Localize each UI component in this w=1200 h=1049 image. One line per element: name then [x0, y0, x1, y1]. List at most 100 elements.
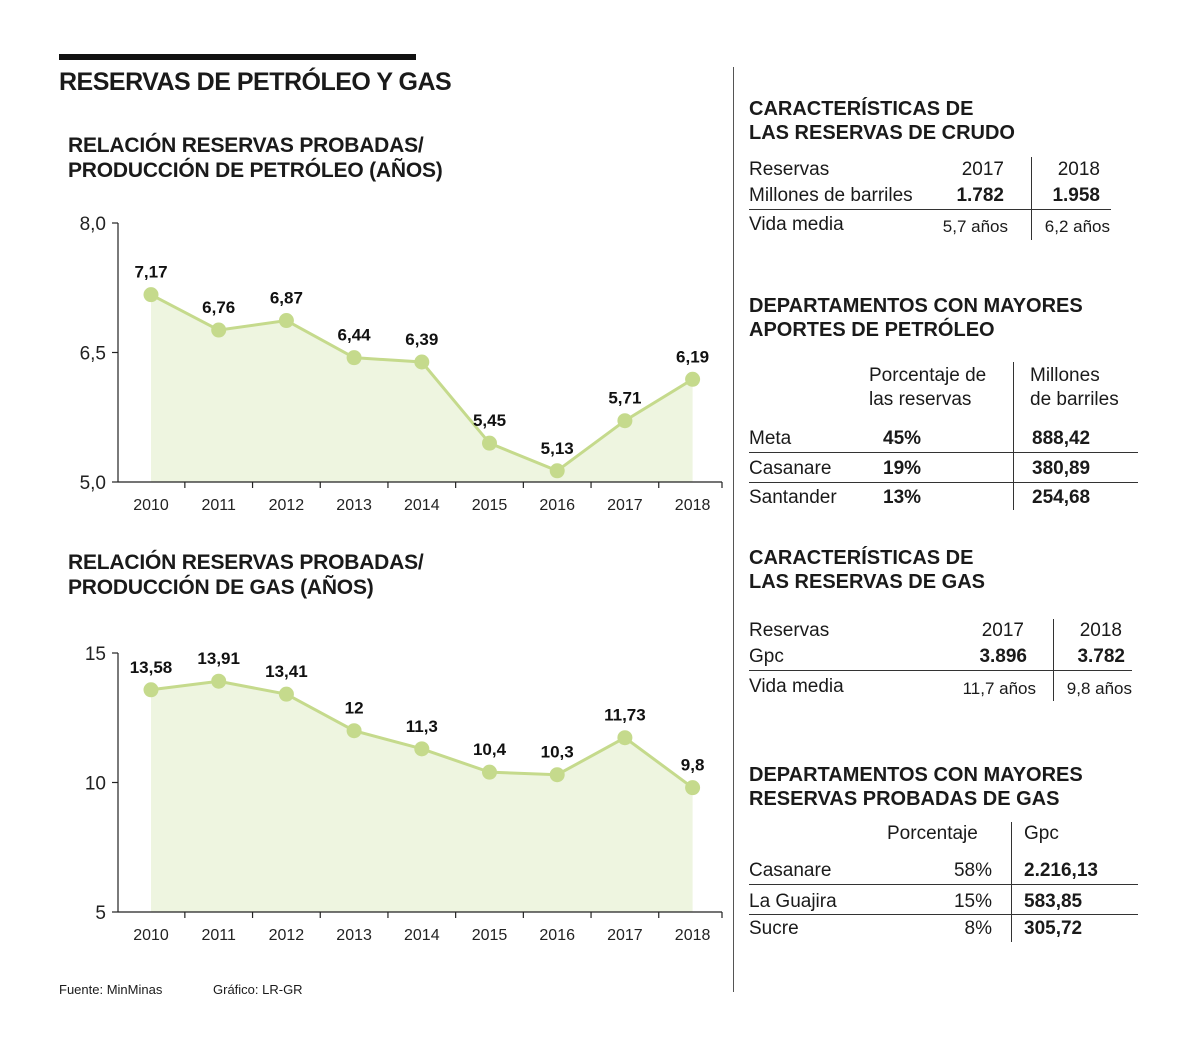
gas-data-label: 10,4: [473, 740, 507, 759]
crude-header-label: Reservas: [749, 159, 830, 180]
gas-x-tick-label: 2018: [675, 927, 711, 944]
oil-depts-col1-line2: las reservas: [869, 389, 972, 410]
gas-data-label: 13,91: [197, 649, 240, 668]
gas-x-tick-label: 2015: [472, 927, 508, 944]
oil-chart-title: RELACIÓN RESERVAS PROBADAS/ PRODUCCIÓN D…: [68, 133, 443, 183]
gas-depts-title-line2: RESERVAS PROBADAS DE GAS: [749, 788, 1060, 810]
oil-dept-row-divider: [749, 452, 1138, 453]
gas-y-tick-label: 10: [85, 774, 106, 795]
oil-dept-row-pct: 19%: [883, 458, 922, 479]
gas-data-label: 11,3: [406, 717, 438, 736]
gas-x-tick-label: 2014: [404, 927, 440, 944]
oil-x-tick-label: 2015: [472, 497, 508, 514]
oil-depts-col1-header: Porcentaje de las reservas: [869, 364, 986, 412]
gas-y-tick-label: 15: [85, 644, 106, 665]
oil-x-tick-label: 2012: [269, 497, 305, 514]
page-title: RESERVAS DE PETRÓLEO Y GAS: [59, 68, 452, 96]
oil-data-label: 5,13: [541, 439, 574, 458]
gas-data-point: [278, 686, 294, 702]
gas-x-tick-label: 2016: [539, 927, 575, 944]
oil-x-tick-label: 2013: [336, 497, 372, 514]
oil-depts-col2-line2: de barriles: [1030, 389, 1119, 410]
gas-depts-col2-header: Gpc: [1024, 823, 1059, 844]
gas-res-header-2017: 2017: [981, 620, 1024, 641]
oil-data-label: 5,45: [473, 411, 506, 430]
gas-area-fill: [151, 681, 693, 912]
gas-res-header-2018: 2018: [1079, 620, 1122, 641]
oil-data-point: [617, 413, 633, 429]
oil-data-label: 6,87: [270, 289, 303, 308]
column-divider: [733, 67, 734, 992]
oil-area-fill: [151, 294, 693, 482]
oil-data-label: 6,19: [676, 347, 709, 366]
gas-data-point: [414, 741, 430, 757]
gas-dept-row-divider: [749, 884, 1138, 885]
oil-y-tick-label: 6,5: [80, 344, 106, 365]
gas-ratio-chart: 5 10 15 2010 2011 2012 2013 2014 2015 2016 2017 201…: [85, 644, 723, 944]
oil-dept-row-pct: 45%: [883, 428, 922, 449]
crude-title-line1: CARACTERÍSTICAS DE: [749, 98, 974, 120]
oil-data-point: [211, 322, 227, 338]
gas-dept-row-pct: 58%: [953, 860, 992, 881]
gas-dept-row-name: Casanare: [749, 860, 832, 881]
crude-header-2017: 2017: [961, 159, 1004, 180]
crude-row1-2017: 1.782: [956, 185, 1004, 206]
gas-dept-row-name: La Guajira: [749, 891, 837, 912]
oil-depts-title-line2: APORTES DE PETRÓLEO: [749, 319, 995, 341]
oil-data-point: [685, 371, 701, 387]
gas-res-title-line1: CARACTERÍSTICAS DE: [749, 547, 974, 569]
oil-data-point: [414, 354, 430, 370]
gas-res-row1-label: Gpc: [749, 646, 784, 667]
oil-x-tick-label: 2018: [675, 497, 711, 514]
oil-data-point: [143, 287, 159, 303]
gas-dept-row-name: Sucre: [749, 918, 799, 939]
gas-chart-title-line2: PRODUCCIÓN DE GAS (AÑOS): [68, 576, 374, 599]
gas-data-point: [549, 767, 565, 783]
oil-dept-row-name: Santander: [749, 487, 837, 508]
gas-x-tick-label: 2013: [336, 927, 372, 944]
gas-data-label: 12: [345, 699, 364, 718]
gas-depts-title-line1: DEPARTAMENTOS CON MAYORES: [749, 764, 1083, 786]
gas-res-title: CARACTERÍSTICAS DE LAS RESERVAS DE GAS: [749, 546, 985, 594]
gas-res-title-line2: LAS RESERVAS DE GAS: [749, 571, 985, 593]
gas-res-row2-label: Vida media: [749, 676, 844, 697]
gas-chart-title: RELACIÓN RESERVAS PROBADAS/ PRODUCCIÓN D…: [68, 550, 424, 600]
oil-data-point: [346, 350, 362, 366]
gas-dept-row-value: 583,85: [1024, 891, 1083, 912]
oil-dept-row-value: 254,68: [1032, 487, 1091, 508]
gas-x-tick-label: 2017: [607, 927, 643, 944]
oil-x-tick-label: 2014: [404, 497, 440, 514]
gas-dept-row-pct: 15%: [953, 891, 992, 912]
gas-data-label: 9,8: [681, 756, 705, 775]
oil-data-point: [549, 463, 565, 479]
gas-x-tick-label: 2011: [201, 927, 236, 944]
oil-dept-row-name: Casanare: [749, 458, 832, 479]
oil-ratio-chart: 5,0 6,5 8,0 2010 2011 2012 2013 2014 2015 2016 201…: [80, 214, 723, 514]
gas-res-row1-2018: 3.782: [1077, 646, 1125, 667]
oil-dept-row-divider: [749, 482, 1138, 483]
oil-depts-col2-line1: Millones: [1030, 365, 1100, 386]
crude-section-title: CARACTERÍSTICAS DE LAS RESERVAS DE CRUDO: [749, 97, 1015, 145]
crude-col-divider: [1031, 157, 1032, 240]
oil-chart-title-line1: RELACIÓN RESERVAS PROBADAS/: [68, 134, 424, 157]
oil-depts-col1-line1: Porcentaje de: [869, 365, 987, 386]
gas-data-label: 13,41: [265, 662, 308, 681]
oil-dept-row-name: Meta: [749, 428, 792, 449]
oil-x-tick-label: 2010: [133, 497, 169, 514]
oil-data-label: 6,44: [338, 326, 372, 345]
gas-x-tick-label: 2010: [133, 927, 169, 944]
gas-depts-col-divider: [1011, 822, 1012, 942]
crude-row2-label: Vida media: [749, 214, 844, 235]
oil-dept-row-value: 380,89: [1032, 458, 1091, 479]
gas-data-label: 13,58: [130, 658, 173, 677]
gas-data-point: [482, 764, 497, 780]
gas-res-header-label: Reservas: [749, 620, 830, 641]
crude-row2-2018: 6,2 años: [1044, 217, 1110, 236]
oil-x-tick-label: 2017: [607, 497, 643, 514]
gas-data-point: [346, 723, 362, 739]
gas-res-row1-2017: 3.896: [979, 646, 1027, 667]
gas-data-point: [617, 730, 633, 746]
gas-dept-row-value: 2.216,13: [1024, 860, 1098, 881]
crude-row2-2017: 5,7 años: [942, 217, 1008, 236]
gas-dept-row-pct: 8%: [964, 918, 992, 939]
